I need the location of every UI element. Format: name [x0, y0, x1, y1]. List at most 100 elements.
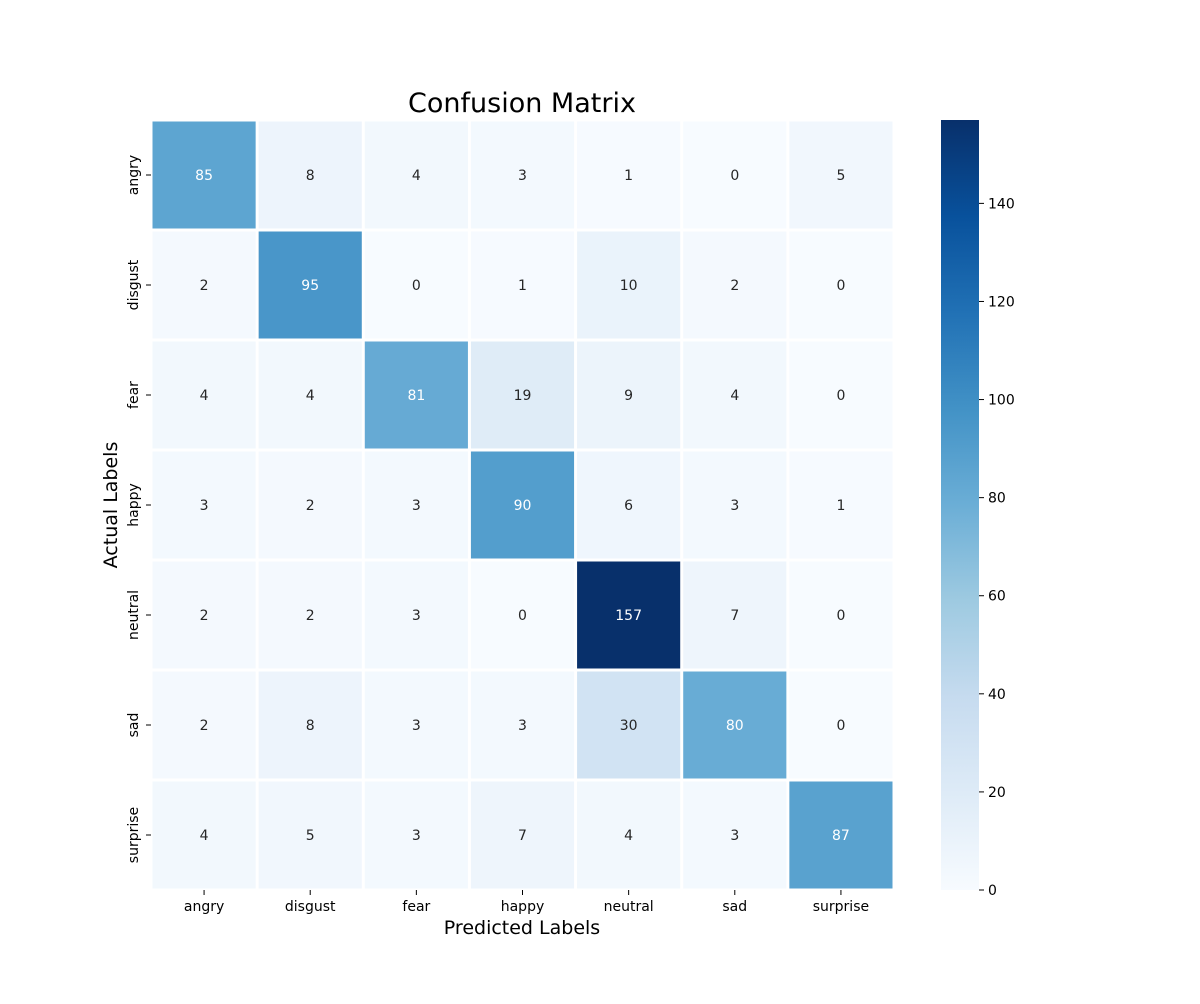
cell-value-fear-angry: 4 — [200, 388, 209, 404]
y-tick-label-surprise: surprise — [126, 807, 142, 863]
cell-value-sad-surprise: 0 — [836, 718, 845, 734]
cell-value-happy-surprise: 1 — [836, 498, 845, 514]
heatmap-cell-angry-happy — [470, 121, 575, 229]
heatmap-cell-happy-neutral — [577, 451, 681, 559]
heatmap-cell-fear-happy — [470, 341, 575, 449]
cell-value-disgust-neutral: 10 — [620, 278, 638, 294]
cell-value-fear-sad: 4 — [730, 388, 739, 404]
y-tick-label-fear: fear — [126, 381, 142, 409]
heatmap-cell-neutral-sad — [683, 561, 787, 669]
cell-value-surprise-happy: 7 — [518, 828, 527, 844]
x-tick-label-fear: fear — [402, 899, 430, 915]
cell-value-happy-disgust: 2 — [306, 498, 315, 514]
heatmap-cell-happy-fear — [364, 451, 468, 559]
colorbar-tick-label-120: 120 — [988, 294, 1015, 310]
cell-value-angry-neutral: 1 — [624, 168, 633, 184]
colorbar-tick-label-100: 100 — [988, 393, 1015, 409]
heatmap-cell-disgust-happy — [470, 231, 575, 339]
y-tick-label-happy: happy — [126, 483, 142, 527]
cell-value-fear-neutral: 9 — [624, 388, 633, 404]
colorbar-tick-label-60: 60 — [988, 589, 1006, 605]
cell-value-sad-angry: 2 — [200, 718, 209, 734]
cell-value-neutral-angry: 2 — [200, 608, 209, 624]
heatmap-cell-angry-neutral — [577, 121, 681, 229]
cell-value-angry-sad: 0 — [730, 168, 739, 184]
heatmap-cell-neutral-surprise — [789, 561, 893, 669]
heatmap-cell-neutral-disgust — [258, 561, 362, 669]
colorbar-tick-label-140: 140 — [988, 196, 1015, 212]
cell-value-happy-neutral: 6 — [624, 498, 633, 514]
x-axis-ticks: angry disgust fear happy neutral sad surprise — [184, 890, 869, 915]
y-axis-ticks: angry disgust fear happy neutral sad surprise — [126, 155, 151, 863]
colorbar-gradient — [941, 120, 979, 890]
heatmap-cell-disgust-angry — [152, 231, 256, 339]
heatmap-cell-disgust-neutral — [577, 231, 681, 339]
heatmap-cell-neutral-angry — [152, 561, 256, 669]
cell-value-sad-disgust: 8 — [306, 718, 315, 734]
cell-value-angry-disgust: 8 — [306, 168, 315, 184]
cell-value-happy-happy: 90 — [514, 498, 532, 514]
cell-value-disgust-surprise: 0 — [836, 278, 845, 294]
cell-value-sad-fear: 3 — [412, 718, 421, 734]
heatmap-cell-angry-disgust — [258, 121, 362, 229]
heatmap-cell-surprise-neutral — [577, 781, 681, 889]
cell-value-surprise-angry: 4 — [200, 828, 209, 844]
heatmap-cell-disgust-surprise — [789, 231, 893, 339]
heatmap-cell-sad-happy — [470, 671, 575, 779]
cell-value-neutral-disgust: 2 — [306, 608, 315, 624]
heatmap-cell-fear-neutral — [577, 341, 681, 449]
heatmap-cell-sad-angry — [152, 671, 256, 779]
heatmap-cell-disgust-disgust — [258, 231, 362, 339]
cell-value-fear-happy: 19 — [514, 388, 532, 404]
heatmap-cell-sad-neutral — [577, 671, 681, 779]
cell-value-neutral-fear: 3 — [412, 608, 421, 624]
cell-value-angry-fear: 4 — [412, 168, 421, 184]
cell-value-angry-happy: 3 — [518, 168, 527, 184]
x-tick-label-surprise: surprise — [813, 899, 869, 915]
heatmap-cell-angry-angry — [152, 121, 256, 229]
heatmap-cell-happy-surprise — [789, 451, 893, 559]
colorbar-tick-label-40: 40 — [988, 687, 1006, 703]
x-tick-label-neutral: neutral — [604, 899, 654, 915]
heatmap-cell-neutral-fear — [364, 561, 468, 669]
cell-value-surprise-surprise: 87 — [832, 828, 850, 844]
heatmap-cell-sad-disgust — [258, 671, 362, 779]
heatmap-cell-sad-sad — [683, 671, 787, 779]
heatmap-cell-disgust-sad — [683, 231, 787, 339]
heatmap-cell-neutral-neutral — [577, 561, 681, 669]
heatmap-cell-surprise-disgust — [258, 781, 362, 889]
heatmap-cell-surprise-surprise — [789, 781, 893, 889]
x-axis-label: Predicted Labels — [444, 917, 600, 939]
x-tick-label-sad: sad — [722, 899, 747, 915]
heatmap-cell-neutral-happy — [470, 561, 575, 669]
y-tick-label-angry: angry — [126, 155, 142, 195]
heatmap-cell-happy-disgust — [258, 451, 362, 559]
y-tick-label-sad: sad — [126, 713, 142, 738]
cell-value-disgust-angry: 2 — [200, 278, 209, 294]
colorbar-tick-label-0: 0 — [988, 883, 997, 899]
cell-value-disgust-sad: 2 — [730, 278, 739, 294]
heatmap-cell-fear-disgust — [258, 341, 362, 449]
heatmap-cell-surprise-happy — [470, 781, 575, 889]
cell-value-disgust-disgust: 95 — [301, 278, 319, 294]
heatmap-cell-angry-fear — [364, 121, 468, 229]
colorbar-tick-label-80: 80 — [988, 491, 1006, 507]
cell-value-sad-sad: 80 — [726, 718, 744, 734]
heatmap-cell-fear-fear — [364, 341, 468, 449]
heatmap-cell-happy-angry — [152, 451, 256, 559]
heatmap-cell-fear-angry — [152, 341, 256, 449]
heatmap-cell-sad-surprise — [789, 671, 893, 779]
heatmap-cell-fear-sad — [683, 341, 787, 449]
cell-value-happy-angry: 3 — [200, 498, 209, 514]
heatmap-cell-sad-fear — [364, 671, 468, 779]
cell-value-surprise-sad: 3 — [730, 828, 739, 844]
heatmap-cell-happy-happy — [470, 451, 575, 559]
heatmap-cell-fear-surprise — [789, 341, 893, 449]
cell-value-neutral-neutral: 157 — [615, 608, 642, 624]
heatmap-cells: 85 8 4 3 1 0 52 95 0 1 10 2 04 4 81 19 9 4 03 2 3 90 6 3 12 2 3 0 15… — [152, 121, 893, 889]
y-tick-label-neutral: neutral — [126, 590, 142, 640]
cell-value-happy-fear: 3 — [412, 498, 421, 514]
x-tick-label-angry: angry — [184, 899, 224, 915]
cell-value-surprise-disgust: 5 — [306, 828, 315, 844]
